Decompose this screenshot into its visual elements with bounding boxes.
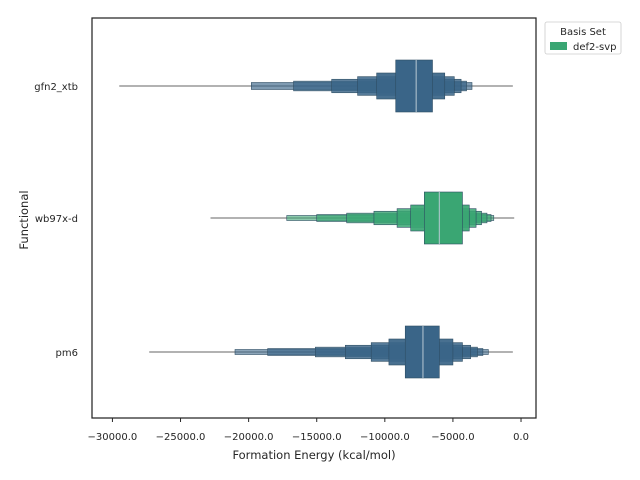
legend-title: Basis Set bbox=[560, 27, 606, 38]
box-level-1 bbox=[404, 325, 440, 379]
x-axis-title: Formation Energy (kcal/mol) bbox=[232, 448, 395, 462]
y-tick-label: pm6 bbox=[56, 348, 78, 359]
box-level-1 bbox=[395, 59, 433, 113]
x-tick-label: −10000.0 bbox=[360, 432, 410, 443]
x-tick-label: −15000.0 bbox=[292, 432, 342, 443]
box-level-1 bbox=[424, 191, 463, 245]
y-axis: gfn2_xtb wb97x-d pm6 bbox=[34, 82, 78, 359]
x-axis: −30000.0 −25000.0 −20000.0 −15000.0 −10000.0… bbox=[88, 418, 529, 443]
y-axis-title: Functional bbox=[17, 190, 31, 249]
boxen-gfn2_xtb bbox=[119, 59, 513, 113]
plot-frame bbox=[91, 17, 537, 419]
y-tick-label: gfn2_xtb bbox=[34, 82, 78, 93]
x-tick-label: 0.0 bbox=[513, 432, 529, 443]
x-tick-label: −5000.0 bbox=[431, 432, 474, 443]
legend: Basis Set def2-svp bbox=[544, 21, 622, 55]
chart-marks bbox=[119, 59, 515, 379]
legend-label-def2-svp: def2-svp bbox=[573, 42, 616, 53]
x-tick-label: −25000.0 bbox=[156, 432, 206, 443]
x-tick-label: −30000.0 bbox=[88, 432, 138, 443]
legend-swatch-def2-svp bbox=[550, 42, 567, 50]
boxen-pm6 bbox=[149, 325, 513, 379]
y-tick-label: wb97x-d bbox=[35, 214, 78, 225]
boxen-wb97x-d bbox=[210, 191, 515, 245]
x-tick-label: −20000.0 bbox=[224, 432, 274, 443]
